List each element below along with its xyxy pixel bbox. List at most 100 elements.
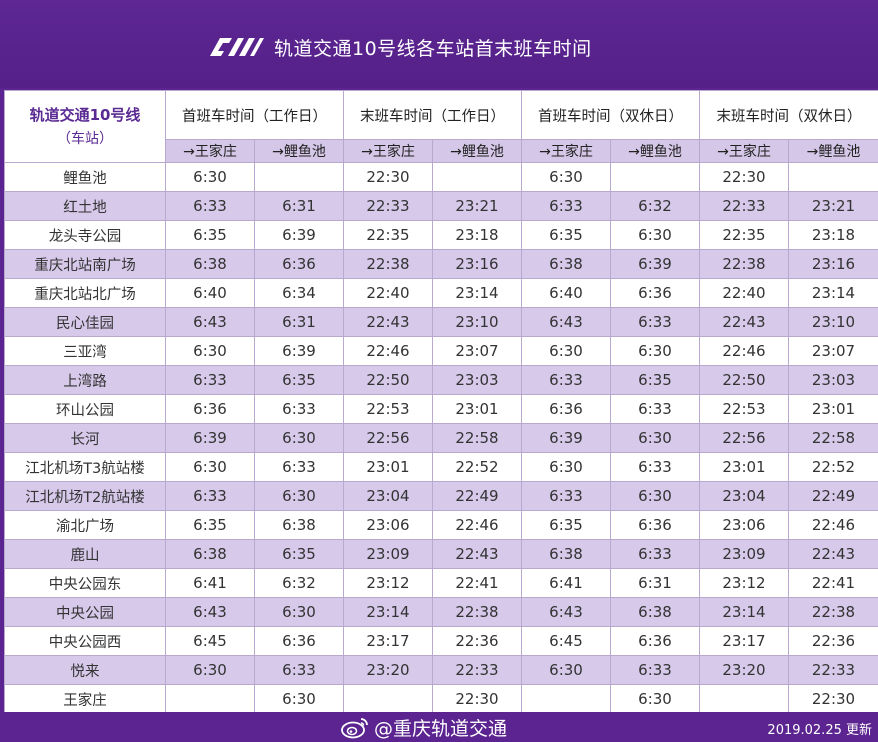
weibo-icon [341, 718, 368, 739]
time-cell: 6:35 [165, 220, 255, 250]
time-cell: 6:45 [521, 626, 611, 656]
direction-header: →王家庄 [343, 139, 433, 163]
time-cell: 6:38 [521, 539, 611, 569]
time-cell: 6:33 [165, 365, 255, 395]
station-name: 江北机场T2航站楼 [4, 481, 166, 511]
time-cell: 6:33 [610, 307, 700, 337]
direction-header: →鲤鱼池 [610, 139, 700, 163]
time-cell: 6:39 [254, 336, 344, 366]
time-cell: 23:10 [788, 307, 878, 337]
time-cell: 22:36 [788, 626, 878, 656]
time-cell: 22:58 [788, 423, 878, 453]
time-cell: 6:30 [165, 655, 255, 685]
station-name: 悦来 [4, 655, 166, 685]
table-row: 重庆北站南广场 6:38 6:36 22:38 23:16 6:38 6:39 22:38 23… [4, 249, 878, 279]
table-row: 民心佳园 6:43 6:31 22:43 23:10 6:43 6:33 22:43 23:10 [4, 307, 878, 337]
time-cell: 6:36 [610, 278, 700, 308]
time-cell: 23:14 [343, 597, 433, 627]
time-cell: 22:49 [788, 481, 878, 511]
table-row: 王家庄 6:30 22:30 6:30 22:30 [4, 684, 878, 714]
corner-title: 轨道交通10号线 [29, 105, 141, 124]
time-cell: 23:14 [432, 278, 522, 308]
table-row: 渝北广场 6:35 6:38 23:06 22:46 6:35 6:36 23:06 22:46 [4, 510, 878, 540]
time-cell [254, 162, 344, 192]
table-row: 重庆北站北广场 6:40 6:34 22:40 23:14 6:40 6:36 22:40 23… [4, 278, 878, 308]
time-cell: 23:12 [343, 568, 433, 598]
time-cell: 6:30 [254, 481, 344, 511]
time-cell: 23:20 [343, 655, 433, 685]
time-cell: 23:09 [343, 539, 433, 569]
time-cell: 23:18 [788, 220, 878, 250]
time-cell: 22:46 [699, 336, 789, 366]
time-cell: 23:14 [699, 597, 789, 627]
time-cell: 6:30 [610, 684, 700, 714]
time-cell: 6:33 [254, 394, 344, 424]
time-cell: 6:38 [521, 249, 611, 279]
time-cell: 22:46 [788, 510, 878, 540]
station-name: 红土地 [4, 191, 166, 221]
time-cell: 6:41 [521, 568, 611, 598]
time-cell: 22:50 [699, 365, 789, 395]
time-cell [699, 684, 789, 714]
time-cell: 6:30 [521, 336, 611, 366]
time-cell [165, 684, 255, 714]
direction-header: →鲤鱼池 [254, 139, 344, 163]
time-cell: 6:39 [165, 423, 255, 453]
table-row: 中央公园东 6:41 6:32 23:12 22:41 6:41 6:31 23:12 22:4… [4, 568, 878, 598]
time-cell: 6:40 [165, 278, 255, 308]
time-cell: 6:30 [254, 423, 344, 453]
time-cell: 6:30 [165, 452, 255, 482]
time-cell: 6:43 [521, 597, 611, 627]
table-row: 鲤鱼池 6:30 22:30 6:30 22:30 [4, 162, 878, 192]
time-cell: 22:43 [343, 307, 433, 337]
time-cell: 23:03 [788, 365, 878, 395]
time-cell: 22:49 [432, 481, 522, 511]
station-name: 三亚湾 [4, 336, 166, 366]
time-cell: 23:16 [432, 249, 522, 279]
time-cell: 23:01 [343, 452, 433, 482]
table-row: 环山公园 6:36 6:33 22:53 23:01 6:36 6:33 22:53 23:01 [4, 394, 878, 424]
group-header: 末班车时间（双休日） [699, 90, 878, 140]
time-cell: 6:43 [521, 307, 611, 337]
station-column-header: 轨道交通10号线 （车站） [4, 90, 166, 163]
station-name: 中央公园东 [4, 568, 166, 598]
time-cell: 6:31 [254, 307, 344, 337]
time-cell: 6:39 [521, 423, 611, 453]
time-cell: 6:38 [254, 510, 344, 540]
time-cell: 6:35 [610, 365, 700, 395]
time-cell: 6:38 [165, 249, 255, 279]
time-cell: 6:30 [610, 220, 700, 250]
time-cell: 6:30 [254, 597, 344, 627]
time-cell: 6:30 [254, 684, 344, 714]
time-cell: 6:35 [165, 510, 255, 540]
time-cell: 23:06 [699, 510, 789, 540]
header-banner: 轨道交通10号线各车站首末班车时间 [0, 0, 878, 88]
time-cell: 22:38 [699, 249, 789, 279]
time-cell: 6:30 [610, 336, 700, 366]
table-row: 悦来 6:30 6:33 23:20 22:33 6:30 6:33 23:20 22:33 [4, 655, 878, 685]
time-cell [343, 684, 433, 714]
time-cell: 22:46 [343, 336, 433, 366]
table-row: 鹿山 6:38 6:35 23:09 22:43 6:38 6:33 23:09 22:43 [4, 539, 878, 569]
time-cell: 22:38 [432, 597, 522, 627]
weibo-watermark: @重庆轨道交通 [340, 714, 507, 740]
time-cell: 22:33 [788, 655, 878, 685]
station-name: 龙头寺公园 [4, 220, 166, 250]
time-cell: 23:04 [343, 481, 433, 511]
time-cell: 6:31 [610, 568, 700, 598]
time-cell: 22:56 [699, 423, 789, 453]
time-cell: 22:53 [343, 394, 433, 424]
time-cell: 6:35 [254, 365, 344, 395]
update-date: 2019.02.25 更新 [767, 723, 872, 738]
time-cell: 22:35 [699, 220, 789, 250]
time-cell: 23:14 [788, 278, 878, 308]
time-cell: 6:36 [254, 626, 344, 656]
table-row: 红土地 6:33 6:31 22:33 23:21 6:33 6:32 22:33 23:21 [4, 191, 878, 221]
time-cell: 6:43 [165, 307, 255, 337]
time-cell: 6:32 [610, 191, 700, 221]
station-name: 江北机场T3航站楼 [4, 452, 166, 482]
time-cell: 6:43 [165, 597, 255, 627]
time-cell: 6:33 [521, 481, 611, 511]
time-cell [432, 162, 522, 192]
time-cell: 6:31 [254, 191, 344, 221]
